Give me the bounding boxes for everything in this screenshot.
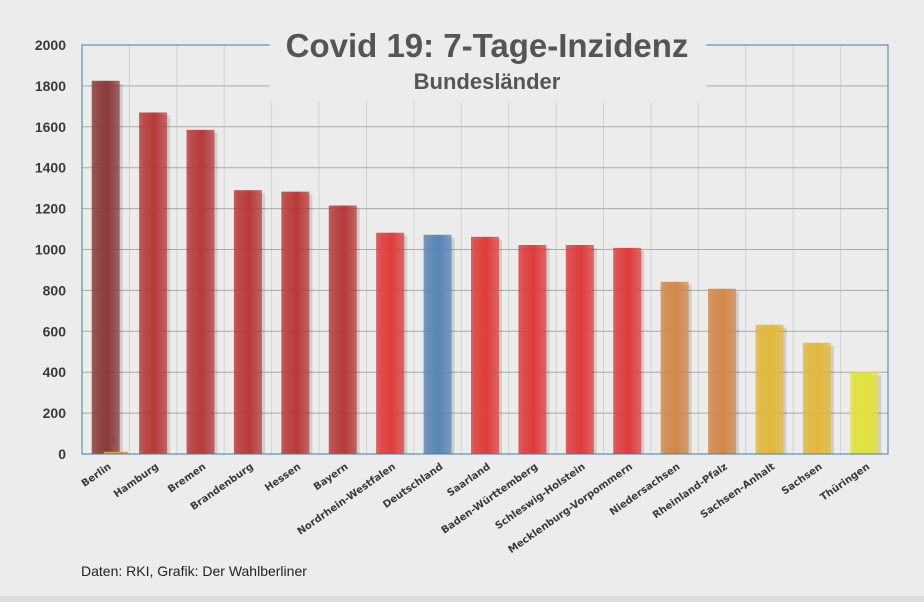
bar	[91, 80, 120, 454]
bar	[139, 112, 168, 455]
bar	[802, 342, 831, 454]
bar	[376, 232, 405, 454]
y-tick-label: 1600	[35, 119, 66, 135]
bar	[755, 324, 784, 454]
chart-subtitle: Bundesländer	[414, 69, 561, 94]
bar	[281, 191, 310, 454]
overlay-bar-label: 1	[111, 437, 117, 447]
y-tick-label: 0	[58, 446, 66, 462]
y-tick-label: 1400	[35, 160, 66, 176]
overlay-bar	[103, 451, 128, 454]
bar	[423, 234, 452, 454]
y-tick-label: 1800	[35, 78, 66, 94]
bar	[565, 245, 594, 454]
bar	[233, 190, 262, 454]
bar	[518, 245, 547, 454]
source-note: Daten: RKI, Grafik: Der Wahlberliner	[81, 563, 307, 579]
bar	[471, 236, 499, 454]
y-tick-label: 1200	[35, 201, 66, 217]
y-tick-label: 800	[43, 282, 67, 298]
bar	[328, 205, 357, 454]
y-tick-label: 200	[43, 405, 67, 421]
y-tick-label: 2000	[35, 37, 66, 53]
bar	[186, 129, 215, 454]
bar	[613, 247, 642, 454]
y-tick-label: 400	[43, 364, 67, 380]
bottom-strip	[0, 596, 924, 602]
bar	[850, 372, 879, 454]
y-tick-label: 1000	[35, 242, 66, 258]
title-box	[270, 28, 706, 102]
y-tick-label: 600	[43, 323, 67, 339]
bar	[660, 281, 689, 454]
bar	[708, 288, 737, 454]
chart-title: Covid 19: 7-Tage-Inzidenz	[286, 27, 689, 64]
